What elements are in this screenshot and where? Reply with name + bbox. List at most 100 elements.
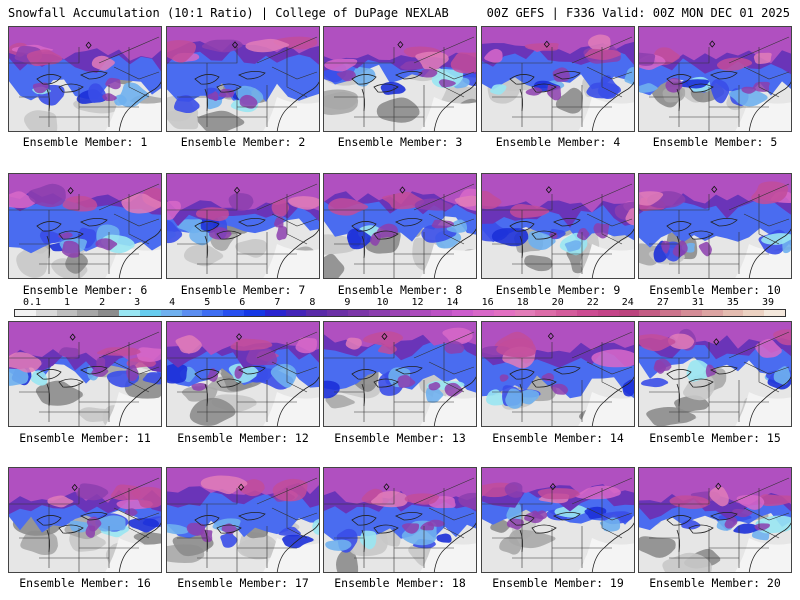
colorbar-segment [452,310,473,316]
colorbar-segment [285,310,307,316]
ensemble-member-map-10 [638,173,792,279]
colorbar-segment [431,310,453,316]
ensemble-member-label-4: Ensemble Member: 4 [495,135,621,149]
colorbar-segment [410,310,432,316]
ensemble-member-map-18 [323,467,477,573]
colorbar-segment [35,310,57,316]
colorbar-segment [389,310,411,316]
colorbar-tick-label: 27 [656,297,669,308]
ensemble-member-map-12 [166,321,320,427]
colorbar-tick-label: 8 [309,297,316,308]
colorbar-segment [181,310,203,316]
colorbar-segment [701,310,723,316]
ensemble-member-label-1: Ensemble Member: 1 [22,135,148,149]
ensemble-member-map-9 [481,173,635,279]
snowfall-colorbar [14,309,786,317]
colorbar-segment [639,310,661,316]
ensemble-member-label-19: Ensemble Member: 19 [492,576,624,590]
colorbar-segment [493,310,515,316]
colorbar-segment [618,310,640,316]
colorbar-tick-label: 6 [239,297,246,308]
colorbar-labels: 0.1 1 2 3 4 5 6 7 8 9 10 12 14 16 18 20 22 24 27 31 35 39 [14,297,786,309]
colorbar-tick-label: 14 [446,297,459,308]
ensemble-member-label-17: Ensemble Member: 17 [177,576,309,590]
ensemble-member-label-15: Ensemble Member: 15 [649,431,781,445]
ensemble-member-map-20 [638,467,792,573]
colorbar-tick-label: 4 [169,297,176,308]
ensemble-member-map-4 [481,26,635,132]
ensemble-member-map-2 [166,26,320,132]
ensemble-member-label-9: Ensemble Member: 9 [495,283,621,297]
colorbar-segment [348,310,369,316]
colorbar-tick-label: 2 [99,297,106,308]
ensemble-member-label-6: Ensemble Member: 6 [22,283,148,297]
colorbar-segment [681,310,702,316]
colorbar-segment [597,310,619,316]
colorbar-segment [243,310,265,316]
colorbar-segment [576,310,598,316]
ensemble-member-label-16: Ensemble Member: 16 [19,576,151,590]
colorbar-tick-label: 0.1 [22,297,42,308]
ensemble-member-map-14 [481,321,635,427]
ensemble-member-label-8: Ensemble Member: 8 [337,283,463,297]
colorbar-segment [743,310,765,316]
ensemble-member-map-17 [166,467,320,573]
colorbar-segment [722,310,744,316]
colorbar-segment [223,310,244,316]
colorbar-segment [264,310,286,316]
colorbar-segment [514,310,536,316]
colorbar-tick-label: 31 [691,297,704,308]
colorbar-segment [160,310,182,316]
colorbar-segment [15,310,36,316]
colorbar-segment [98,310,120,316]
ensemble-member-label-12: Ensemble Member: 12 [177,431,309,445]
ensemble-member-label-14: Ensemble Member: 14 [492,431,624,445]
ensemble-member-map-13 [323,321,477,427]
colorbar-segment [764,310,786,316]
chart-title: Snowfall Accumulation (10:1 Ratio) | Col… [8,6,449,20]
ensemble-member-map-6 [8,173,162,279]
colorbar-tick-label: 12 [411,297,424,308]
ensemble-member-map-5 [638,26,792,132]
ensemble-member-label-5: Ensemble Member: 5 [652,135,778,149]
ensemble-member-label-2: Ensemble Member: 2 [180,135,306,149]
colorbar-segment [660,310,681,316]
ensemble-member-map-7 [166,173,320,279]
ensemble-member-map-8 [323,173,477,279]
ensemble-member-label-18: Ensemble Member: 18 [334,576,466,590]
ensemble-member-map-11 [8,321,162,427]
ensemble-member-label-13: Ensemble Member: 13 [334,431,466,445]
colorbar-tick-label: 22 [586,297,599,308]
colorbar-segment [56,310,78,316]
colorbar-tick-label: 20 [551,297,564,308]
colorbar-segment [368,310,390,316]
ensemble-member-map-16 [8,467,162,573]
colorbar-segment [77,310,99,316]
colorbar-segment [119,310,140,316]
ensemble-member-map-3 [323,26,477,132]
colorbar-tick-label: 9 [344,297,351,308]
ensemble-member-label-7: Ensemble Member: 7 [180,283,306,297]
colorbar-tick-label: 35 [726,297,739,308]
ensemble-member-label-10: Ensemble Member: 10 [649,283,781,297]
ensemble-member-map-15 [638,321,792,427]
ensemble-member-label-3: Ensemble Member: 3 [337,135,463,149]
colorbar-tick-label: 3 [134,297,141,308]
colorbar-tick-label: 16 [481,297,494,308]
ensemble-member-label-20: Ensemble Member: 20 [649,576,781,590]
colorbar-tick-label: 39 [761,297,775,308]
colorbar-tick-label: 7 [274,297,281,308]
ensemble-member-map-1 [8,26,162,132]
colorbar-segment [202,310,224,316]
colorbar-tick-label: 18 [516,297,529,308]
colorbar-tick-label: 10 [376,297,389,308]
colorbar-tick-label: 24 [621,297,634,308]
colorbar-segment [139,310,161,316]
colorbar-segment [327,310,348,316]
colorbar-segment [535,310,557,316]
colorbar-segment [472,310,494,316]
colorbar-tick-label: 1 [64,297,71,308]
colorbar-tick-label: 5 [204,297,211,308]
model-run-info: 00Z GEFS | F336 Valid: 00Z MON DEC 01 20… [486,6,790,20]
ensemble-member-map-19 [481,467,635,573]
